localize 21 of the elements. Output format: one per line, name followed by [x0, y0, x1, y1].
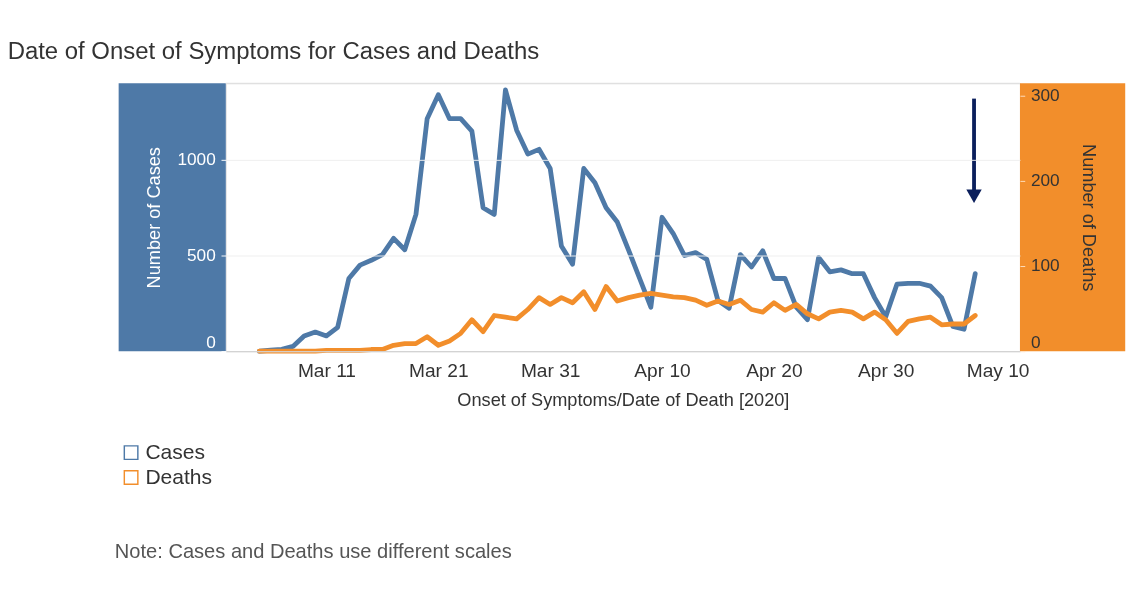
y2-tick-label: 200: [1030, 170, 1060, 191]
x-tick-label: Mar 11: [297, 359, 357, 381]
y-tick-label: 1000: [177, 149, 216, 170]
y-tick-label: 0: [206, 331, 216, 352]
y2-tick-label: 0: [1030, 331, 1041, 352]
chart-title: Date of Onset of Symptoms for Cases and Deaths: [7, 36, 540, 64]
x-tick-label: Apr 10: [634, 359, 691, 381]
y-tick-label: 500: [187, 244, 216, 265]
x-tick-label: May 10: [966, 359, 1030, 381]
legend-label: Cases: [145, 440, 206, 464]
x-tick-label: Apr 30: [858, 359, 915, 381]
x-axis-title: Onset of Symptoms/Date of Death [2020]: [457, 390, 790, 411]
legend-label: Deaths: [145, 465, 213, 489]
text: Note: Cases and Deaths use different scales: [114, 539, 512, 562]
x-tick-label: Mar 21: [409, 359, 469, 381]
y2-axis-title: Number of Deaths: [1078, 144, 1099, 292]
x-tick-label: Apr 20: [746, 359, 803, 381]
x-tick-label: Mar 31: [520, 359, 581, 381]
y-axis-title: Number of Cases: [144, 147, 165, 289]
y2-tick-label: 100: [1030, 255, 1060, 276]
y2-tick-label: 300: [1030, 85, 1060, 106]
